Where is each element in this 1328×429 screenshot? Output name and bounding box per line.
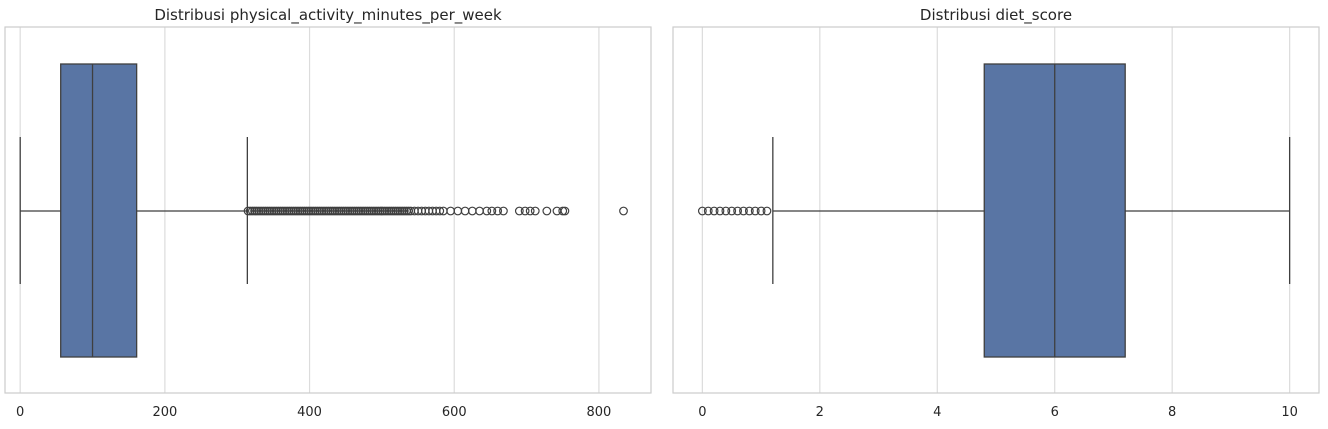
diet-score-tick-label: 2 <box>816 405 824 420</box>
activity-tick-label: 800 <box>587 405 612 420</box>
activity-tick-label: 400 <box>297 405 322 420</box>
activity-tick-label: 200 <box>152 405 177 420</box>
activity-tick-label: 600 <box>442 405 467 420</box>
activity-outlier-point <box>560 206 570 216</box>
activity-outlier-point <box>525 206 535 216</box>
diet-score-boxplot-panel: Distribusi diet_score 0 2 4 6 8 10 <box>672 6 1320 420</box>
diet-score-tick-label: 0 <box>698 405 706 420</box>
activity-outlier-point <box>520 206 530 216</box>
activity-outlier-point <box>475 206 484 216</box>
diet-score-outlier-point <box>744 206 754 216</box>
activity-outlier-point <box>493 206 503 216</box>
activity-outlier-point <box>542 206 552 216</box>
activity-outlier-point <box>487 206 497 216</box>
activity-outlier-point <box>446 206 456 216</box>
diet-score-tick-label: 8 <box>1168 405 1176 420</box>
activity-outlier-point <box>435 206 445 216</box>
diet-score-tick-label: 10 <box>1281 405 1298 420</box>
diet-score-chart-title: Distribusi diet_score <box>920 6 1072 25</box>
activity-outlier-point <box>482 206 492 216</box>
diet-score-tick-label: 4 <box>933 405 941 420</box>
diet-score-outlier-point <box>750 206 760 216</box>
activity-outlier-point <box>530 206 540 216</box>
activity-boxplot-panel: Distribusi physical_activity_minutes_per… <box>4 6 652 420</box>
diet-score-outlier-point <box>703 206 713 216</box>
diet-score-outlier-point <box>756 206 766 216</box>
diet-score-plot-frame <box>672 26 1320 394</box>
diet-score-outlier-point <box>727 206 737 216</box>
activity-outlier-point <box>499 206 508 216</box>
activity-chart-title: Distribusi physical_activity_minutes_per… <box>154 6 502 25</box>
activity-outlier-point <box>460 206 470 216</box>
activity-outlier-point <box>619 206 628 216</box>
activity-outlier-point <box>514 206 524 216</box>
activity-outlier-point <box>467 206 477 216</box>
diet-score-outlier-point <box>739 206 748 216</box>
activity-iqr-box <box>60 63 138 358</box>
diet-score-outlier-point <box>697 206 707 216</box>
diet-score-outlier-point <box>762 206 772 216</box>
diet-score-outlier-point <box>709 206 719 216</box>
activity-plot-frame <box>4 26 652 394</box>
activity-outlier-point <box>453 206 463 216</box>
diet-score-outlier-point <box>715 206 725 216</box>
diet-score-outlier-point <box>733 206 742 216</box>
activity-tick-label: 0 <box>16 405 24 420</box>
diet-score-tick-label: 6 <box>1051 405 1059 420</box>
diet-score-outlier-point <box>721 206 731 216</box>
